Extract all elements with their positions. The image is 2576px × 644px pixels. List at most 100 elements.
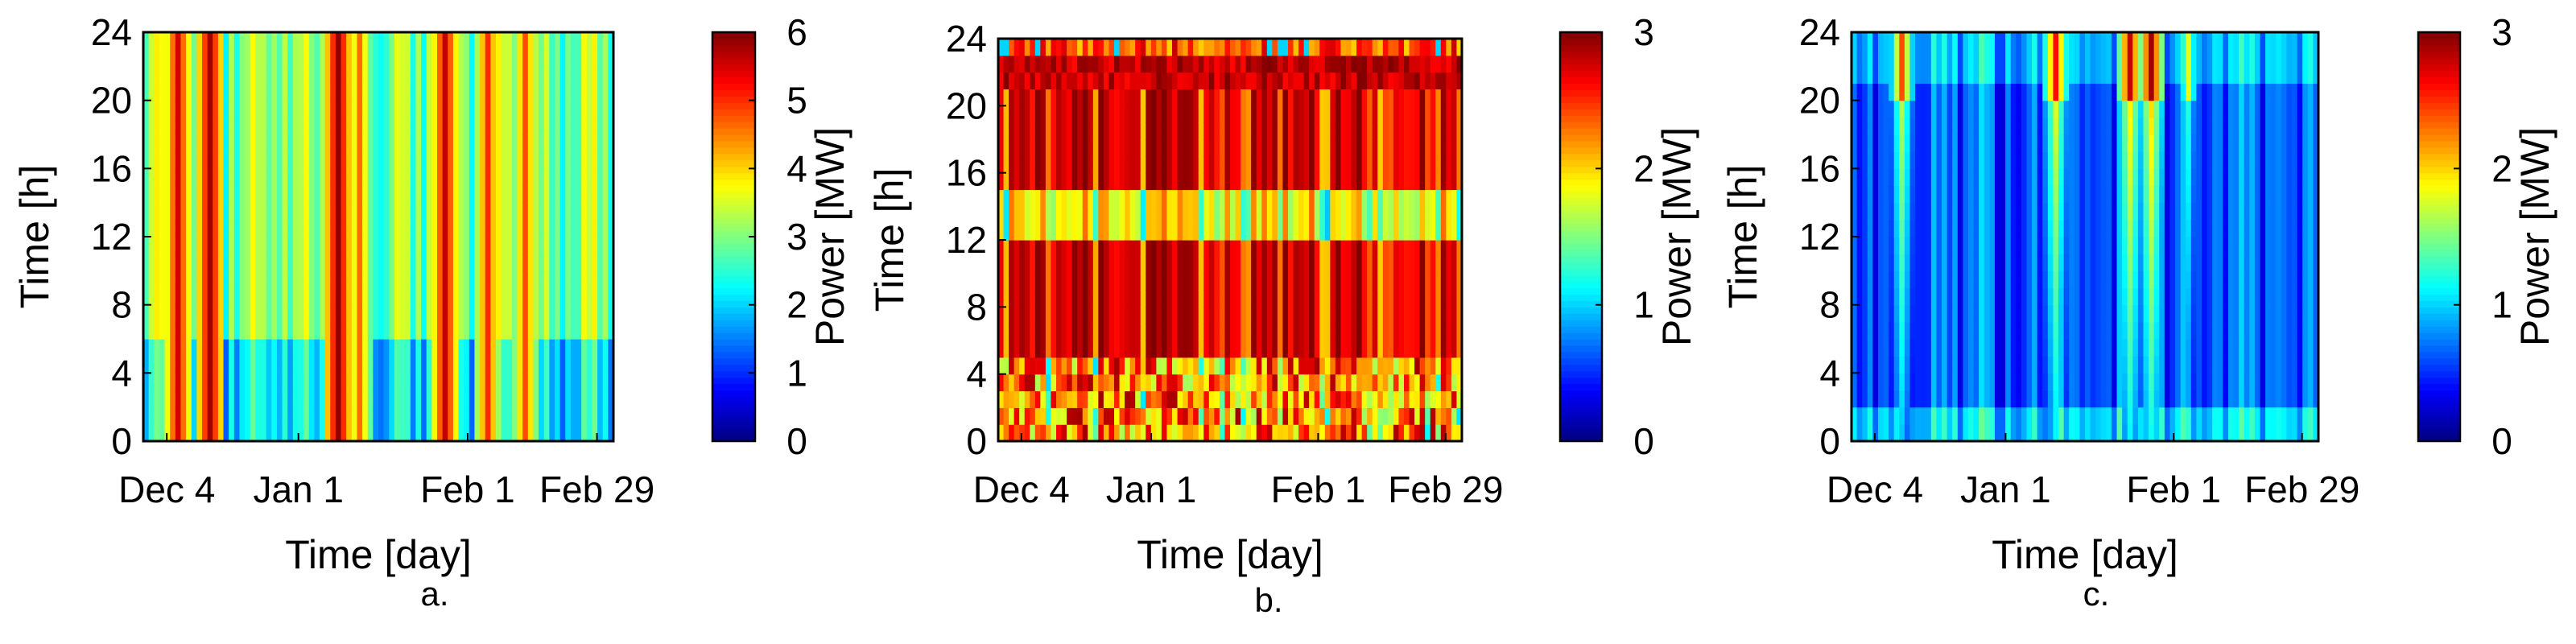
heatmap-cell (1103, 390, 1110, 408)
heatmap-cell (543, 356, 550, 374)
heatmap-cell (1172, 55, 1179, 73)
heatmap-cell (1183, 324, 1189, 341)
heatmap-cell (1435, 139, 1442, 157)
heatmap-cell (1409, 357, 1415, 375)
heatmap-cell (191, 219, 197, 237)
heatmap-cell (207, 356, 213, 374)
heatmap-cell (239, 321, 246, 340)
colorbar-segment (712, 166, 755, 174)
heatmap-cell (1187, 223, 1194, 241)
heatmap-cell (255, 100, 262, 118)
heatmap-cell (164, 185, 171, 204)
heatmap-cell (517, 356, 523, 374)
heatmap-cell (1266, 424, 1273, 442)
heatmap-cell (1193, 341, 1199, 358)
heatmap-cell (1425, 206, 1431, 224)
heatmap-cell (602, 287, 609, 306)
heatmap-cell (217, 287, 225, 306)
heatmap-cell (357, 373, 363, 391)
heatmap-cell (1926, 423, 1932, 442)
heatmap-cell (1314, 139, 1320, 157)
heatmap-cell (1061, 424, 1067, 442)
heatmap-cell (1214, 424, 1220, 442)
heatmap-cell (458, 83, 464, 101)
heatmap-cell (405, 423, 411, 442)
heatmap-cell (170, 185, 176, 204)
heatmap-cell (346, 304, 353, 323)
heatmap-cell (324, 202, 331, 221)
heatmap-cell (1045, 256, 1052, 275)
heatmap-cell (143, 49, 150, 67)
colorbar-segment (712, 307, 755, 314)
heatmap-cell (1314, 273, 1320, 291)
heatmap-cell (998, 55, 1005, 73)
colorbar-segment (1560, 122, 1602, 129)
heatmap-cell (1889, 219, 1895, 237)
heatmap-cell (1077, 72, 1084, 90)
heatmap-cell (1409, 256, 1415, 275)
heatmap-cell (1330, 341, 1336, 358)
heatmap-cell (1451, 424, 1458, 442)
heatmap-cell (1382, 374, 1389, 392)
heatmap-cell (303, 254, 310, 271)
heatmap-cell (233, 373, 241, 391)
heatmap-cell (539, 390, 545, 408)
heatmap-cell (1098, 273, 1104, 291)
heatmap-cell (1103, 256, 1110, 275)
heatmap-cell (1946, 32, 1953, 50)
heatmap-cell (474, 356, 481, 374)
heatmap-cell (506, 83, 513, 101)
colorbar-segment (712, 268, 755, 276)
heatmap-cell (217, 390, 225, 408)
heatmap-cell (496, 390, 502, 408)
heatmap-cell (266, 390, 272, 408)
heatmap-cell (469, 254, 476, 271)
heatmap-cell (1203, 357, 1210, 375)
heatmap-cell (180, 134, 187, 152)
heatmap-cell (1098, 324, 1104, 341)
heatmap-cell (431, 304, 438, 323)
heatmap-cell (474, 100, 481, 118)
heatmap-cell (448, 254, 454, 271)
heatmap-cell (533, 270, 539, 289)
heatmap-cell (213, 373, 219, 391)
heatmap-cell (314, 321, 320, 340)
heatmap-cell (1872, 237, 1879, 254)
heatmap-cell (394, 304, 401, 323)
heatmap-cell (1398, 72, 1405, 90)
heatmap-cell (1193, 424, 1199, 442)
heatmap-cell (431, 390, 438, 408)
heatmap-cell (1372, 273, 1378, 291)
heatmap-cell (1251, 290, 1257, 308)
heatmap-cell (378, 117, 385, 135)
heatmap-cell (1119, 155, 1125, 174)
heatmap-cell (581, 202, 588, 221)
heatmap-cell (229, 219, 235, 237)
heatmap-cell (437, 49, 444, 67)
heatmap-cell (458, 117, 464, 135)
heatmap-cell (1077, 307, 1084, 324)
heatmap-cell (1224, 407, 1231, 425)
heatmap-cell (213, 117, 219, 135)
heatmap-cell (1930, 407, 1938, 425)
heatmap-cell (1067, 55, 1073, 73)
heatmap-cell (320, 100, 326, 118)
heatmap-cell (1061, 206, 1067, 224)
heatmap-cell (1088, 256, 1094, 275)
heatmap-cell (1293, 206, 1299, 224)
heatmap-cell (608, 100, 614, 118)
heatmap-cell (154, 304, 160, 323)
heatmap-cell (1088, 307, 1094, 324)
colorbar-segment (1560, 242, 1602, 250)
heatmap-cell (282, 151, 288, 169)
heatmap-cell (517, 254, 523, 271)
heatmap-cell (1963, 168, 1969, 187)
heatmap-cell (405, 373, 411, 391)
heatmap-cell (308, 168, 315, 187)
heatmap-cell (1361, 273, 1368, 291)
heatmap-cell (1235, 357, 1241, 375)
heatmap-cell (1219, 273, 1226, 291)
heatmap-cell (1125, 374, 1131, 392)
heatmap-cell (261, 202, 267, 221)
heatmap-cell (1256, 105, 1262, 123)
